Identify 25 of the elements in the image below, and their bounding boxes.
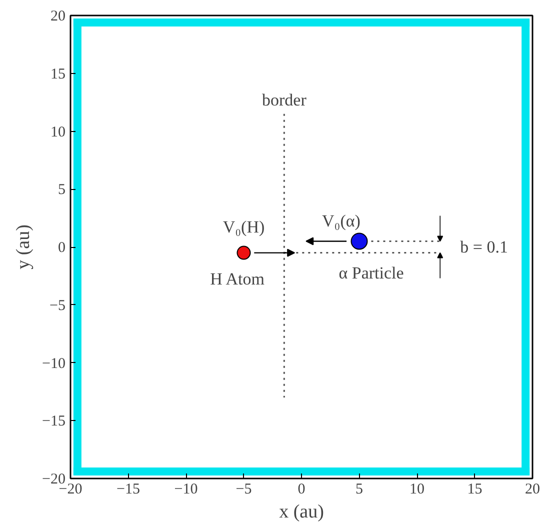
annotation: α Particle bbox=[338, 264, 404, 283]
y-tick-label: −10 bbox=[42, 356, 66, 372]
annotation: V₀(H) bbox=[222, 217, 265, 236]
y-tick-label: 5 bbox=[58, 182, 66, 198]
annotation: H Atom bbox=[210, 269, 264, 288]
x-tick-label: 15 bbox=[467, 482, 482, 498]
x-tick-label: 10 bbox=[410, 482, 424, 498]
x-tick-label: −15 bbox=[116, 482, 140, 498]
annotation: b = 0.1 bbox=[460, 238, 508, 256]
y-tick-label: 0 bbox=[58, 240, 66, 256]
y-tick-label: 10 bbox=[50, 124, 66, 140]
y-tick-label: −20 bbox=[42, 472, 66, 488]
x-tick-label: 0 bbox=[298, 482, 306, 498]
y-tick-label: 15 bbox=[50, 66, 66, 82]
y-tick-label: 20 bbox=[50, 8, 66, 24]
y-axis-title: y (au) bbox=[13, 224, 34, 270]
x-tick-label: −5 bbox=[236, 482, 252, 498]
y-tick-label: −15 bbox=[42, 414, 66, 430]
x-tick-label: 5 bbox=[356, 482, 363, 498]
y-tick-label: −5 bbox=[50, 298, 66, 314]
x-axis-title: x (au) bbox=[279, 502, 324, 522]
x-tick-label: 20 bbox=[525, 482, 540, 498]
x-tick-label: −10 bbox=[174, 482, 198, 498]
annotation: border bbox=[262, 90, 307, 110]
annotation: V₀(α) bbox=[322, 212, 360, 231]
